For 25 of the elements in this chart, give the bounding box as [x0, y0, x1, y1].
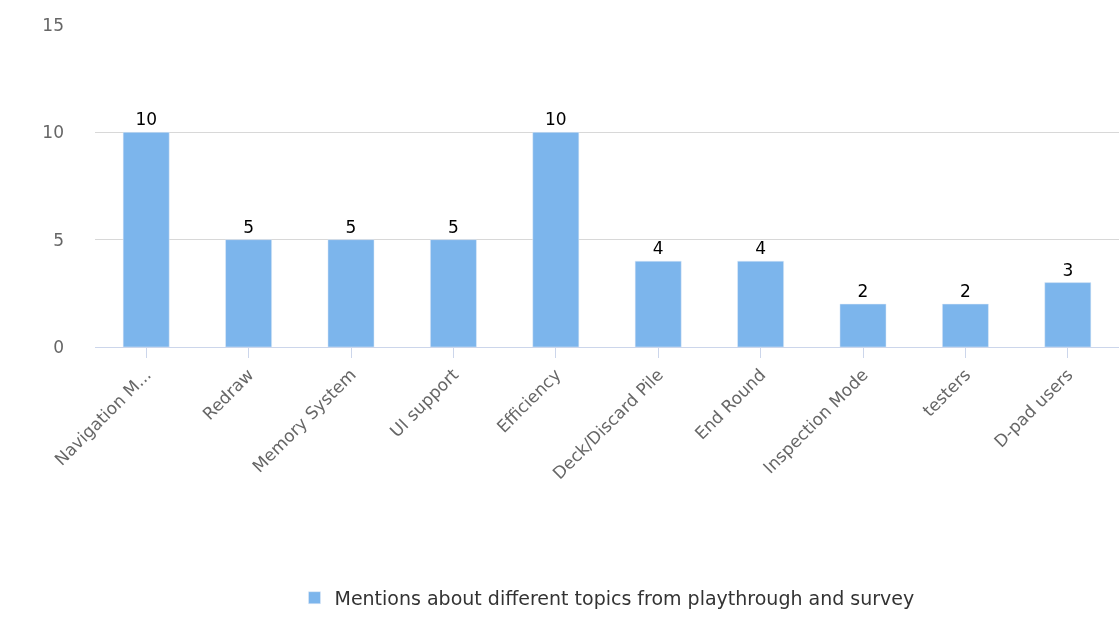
data-label: 5: [345, 216, 357, 237]
data-label: 3: [1062, 259, 1074, 280]
y-tick-label: 0: [53, 336, 64, 357]
data-label: 5: [447, 216, 459, 237]
data-label: 2: [959, 281, 971, 302]
y-tick-label: 5: [53, 229, 64, 250]
data-label: 10: [544, 109, 567, 130]
bar: [225, 239, 272, 347]
bar: [1044, 282, 1092, 347]
bar: [327, 239, 375, 347]
bar: [634, 260, 682, 347]
data-label: 10: [135, 109, 158, 130]
legend-label: Mentions about different topics from playthrough and survey: [334, 587, 915, 610]
bar: [839, 303, 887, 347]
bar: [737, 260, 784, 347]
bar: [430, 239, 477, 347]
bar: [532, 132, 580, 347]
data-label: 2: [857, 281, 869, 302]
y-tick-label: 15: [42, 14, 64, 35]
data-label: 4: [755, 238, 767, 259]
data-label: 5: [243, 216, 255, 237]
bar: [942, 303, 989, 347]
data-label: 4: [652, 238, 664, 259]
y-tick-label: 10: [42, 122, 64, 143]
bar: [122, 132, 170, 347]
